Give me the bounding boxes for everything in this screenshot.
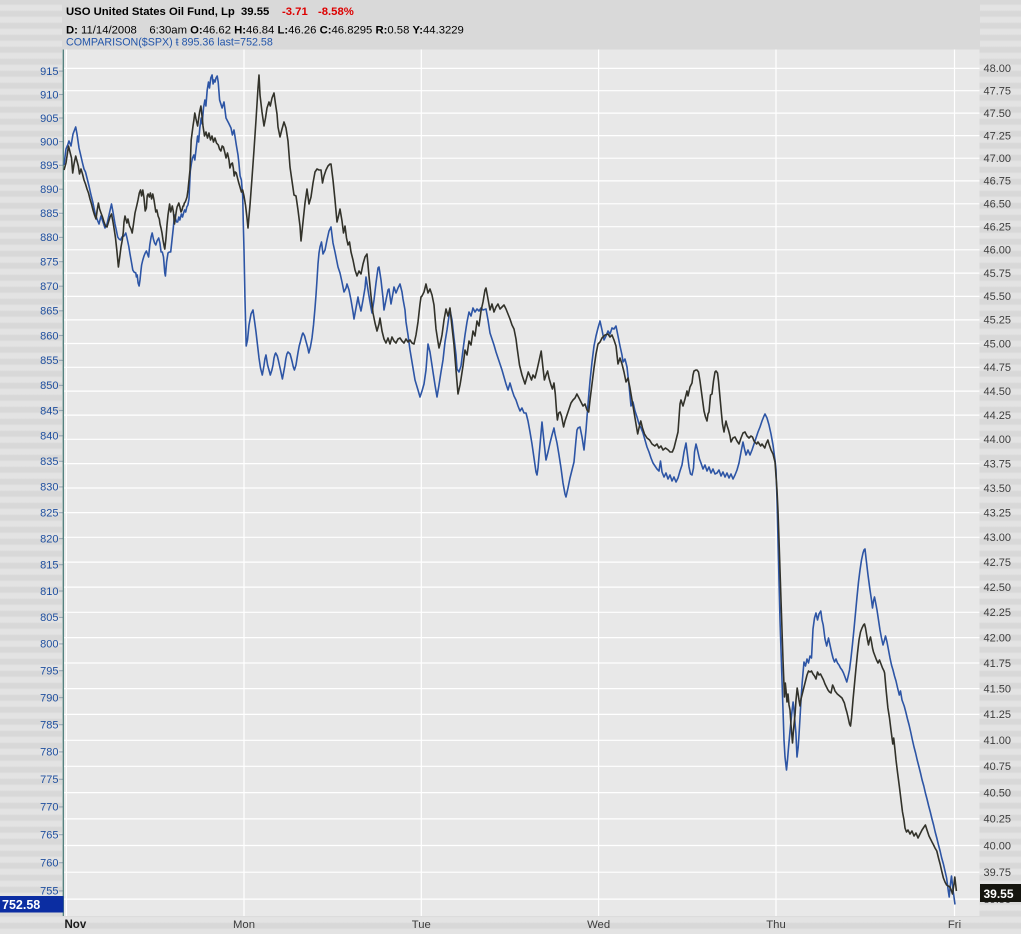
svg-text:46.25: 46.25 xyxy=(984,222,1012,234)
svg-text:860: 860 xyxy=(40,330,58,342)
svg-text:46.00: 46.00 xyxy=(984,245,1012,257)
svg-text:885: 885 xyxy=(40,208,58,220)
svg-text:840: 840 xyxy=(40,431,58,443)
svg-text:47.25: 47.25 xyxy=(984,130,1012,142)
svg-text:895: 895 xyxy=(40,160,58,172)
svg-text:45.50: 45.50 xyxy=(984,291,1012,303)
svg-text:44.50: 44.50 xyxy=(984,386,1012,398)
svg-text:800: 800 xyxy=(40,639,58,651)
svg-text:47.75: 47.75 xyxy=(984,86,1012,98)
svg-text:755: 755 xyxy=(40,886,58,898)
svg-text:815: 815 xyxy=(40,560,58,572)
svg-text:905: 905 xyxy=(40,113,58,125)
svg-text:42.00: 42.00 xyxy=(984,632,1012,644)
svg-text:-3.71: -3.71 xyxy=(282,6,308,18)
svg-text:830: 830 xyxy=(40,482,58,494)
svg-text:47.50: 47.50 xyxy=(984,108,1012,120)
svg-text:39.55: 39.55 xyxy=(984,887,1014,901)
svg-text:780: 780 xyxy=(40,747,58,759)
svg-text:42.25: 42.25 xyxy=(984,607,1012,619)
svg-text:805: 805 xyxy=(40,612,58,624)
svg-text:41.25: 41.25 xyxy=(984,709,1012,721)
svg-text:-8.58%: -8.58% xyxy=(318,6,354,18)
svg-text:45.00: 45.00 xyxy=(984,338,1012,350)
svg-text:835: 835 xyxy=(40,456,58,468)
svg-text:Tue: Tue xyxy=(412,919,431,931)
svg-text:765: 765 xyxy=(40,830,58,842)
svg-text:Nov: Nov xyxy=(65,919,87,931)
svg-text:45.75: 45.75 xyxy=(984,268,1012,280)
svg-text:48.00: 48.00 xyxy=(984,63,1012,75)
svg-text:39.75: 39.75 xyxy=(984,867,1012,879)
svg-text:40.25: 40.25 xyxy=(984,814,1012,826)
svg-text:870: 870 xyxy=(40,281,58,293)
svg-text:752.58: 752.58 xyxy=(2,898,40,912)
svg-text:41.00: 41.00 xyxy=(984,735,1012,747)
svg-text:46.75: 46.75 xyxy=(984,176,1012,188)
svg-text:41.50: 41.50 xyxy=(984,683,1012,695)
svg-text:825: 825 xyxy=(40,508,58,520)
svg-text:820: 820 xyxy=(40,533,58,545)
svg-text:USO United States Oil Fund, Lp: USO United States Oil Fund, Lp xyxy=(66,6,235,18)
svg-text:855: 855 xyxy=(40,355,58,367)
svg-text:44.25: 44.25 xyxy=(984,410,1012,422)
svg-text:44.00: 44.00 xyxy=(984,434,1012,446)
svg-text:785: 785 xyxy=(40,720,58,732)
svg-text:865: 865 xyxy=(40,306,58,318)
svg-text:43.75: 43.75 xyxy=(984,458,1012,470)
svg-text:39.55: 39.55 xyxy=(241,6,269,18)
svg-text:760: 760 xyxy=(40,858,58,870)
svg-text:880: 880 xyxy=(40,232,58,244)
svg-text:890: 890 xyxy=(40,184,58,196)
svg-text:42.50: 42.50 xyxy=(984,582,1012,594)
svg-text:43.50: 43.50 xyxy=(984,483,1012,495)
svg-text:43.00: 43.00 xyxy=(984,532,1012,544)
svg-text:45.25: 45.25 xyxy=(984,315,1012,327)
svg-text:46.50: 46.50 xyxy=(984,199,1012,211)
svg-text:875: 875 xyxy=(40,257,58,269)
svg-text:850: 850 xyxy=(40,380,58,392)
svg-text:775: 775 xyxy=(40,774,58,786)
svg-text:43.25: 43.25 xyxy=(984,507,1012,519)
svg-text:41.75: 41.75 xyxy=(984,658,1012,670)
svg-text:Fri: Fri xyxy=(948,919,961,931)
svg-text:900: 900 xyxy=(40,136,58,148)
svg-text:40.00: 40.00 xyxy=(984,840,1012,852)
svg-text:40.50: 40.50 xyxy=(984,787,1012,799)
svg-text:910: 910 xyxy=(40,89,58,101)
svg-text:845: 845 xyxy=(40,405,58,417)
svg-text:D: 11/14/2008 6:30am O:46.6: D: 11/14/2008 6:30am O:46.62 H:46.84 L:4… xyxy=(66,24,464,36)
svg-text:790: 790 xyxy=(40,692,58,704)
svg-text:Mon: Mon xyxy=(233,919,255,931)
svg-text:COMPARISON($SPX) ŧ 895.36 last: COMPARISON($SPX) ŧ 895.36 last=752.58 xyxy=(66,37,273,49)
svg-text:770: 770 xyxy=(40,802,58,814)
svg-text:810: 810 xyxy=(40,586,58,598)
svg-text:Wed: Wed xyxy=(587,919,610,931)
svg-text:40.75: 40.75 xyxy=(984,761,1012,773)
svg-text:42.75: 42.75 xyxy=(984,557,1012,569)
svg-text:47.00: 47.00 xyxy=(984,153,1012,165)
svg-text:795: 795 xyxy=(40,666,58,678)
svg-text:915: 915 xyxy=(40,66,58,78)
svg-text:44.75: 44.75 xyxy=(984,362,1012,374)
svg-text:Thu: Thu xyxy=(766,919,785,931)
